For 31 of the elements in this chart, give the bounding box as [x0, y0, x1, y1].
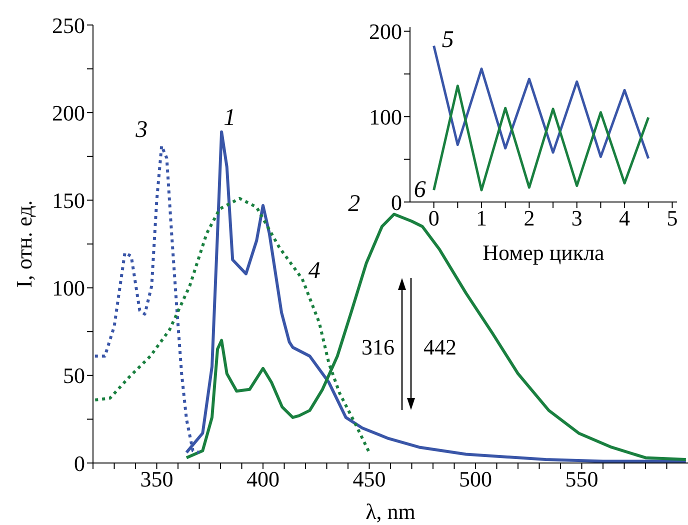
- x-tick-label: 1: [476, 206, 488, 231]
- x-axis-title: Номер цикла: [482, 240, 605, 265]
- y-tick-label: 250: [52, 12, 85, 38]
- x-tick-label: 350: [140, 466, 174, 492]
- x-tick-label: 450: [352, 466, 386, 492]
- series-label: 3: [134, 116, 148, 143]
- series-label: 4: [308, 258, 320, 284]
- y-tick-label: 0: [74, 450, 85, 476]
- y-tick-label: 50: [63, 363, 85, 388]
- x-tick-label: 550: [565, 466, 598, 492]
- y-tick-label: 150: [52, 188, 85, 214]
- series-label: 1: [224, 104, 236, 131]
- x-tick-label: 3: [571, 206, 582, 231]
- x-tick-label: 400: [246, 466, 280, 492]
- x-axis-title: λ, nm: [366, 499, 416, 524]
- annotation: 316: [362, 334, 394, 360]
- y-tick-label: 0: [391, 190, 402, 215]
- y-axis-title: I, отн. ед.: [12, 200, 36, 288]
- line-series: [432, 84, 650, 192]
- x-tick-label: 500: [459, 466, 492, 492]
- x-tick-label: 0: [428, 206, 440, 231]
- y-tick-label: 100: [369, 104, 402, 130]
- y-tick-label: 200: [369, 19, 402, 44]
- y-tick-label: 100: [52, 276, 85, 301]
- y-tick-label: 200: [52, 100, 85, 126]
- x-tick-label: 4: [619, 206, 630, 231]
- annotation: 442: [424, 334, 456, 360]
- series-label: 5: [442, 26, 454, 53]
- x-tick-label: 2: [524, 206, 535, 231]
- series-label: 6: [414, 177, 426, 204]
- x-tick-label: 5: [666, 206, 678, 231]
